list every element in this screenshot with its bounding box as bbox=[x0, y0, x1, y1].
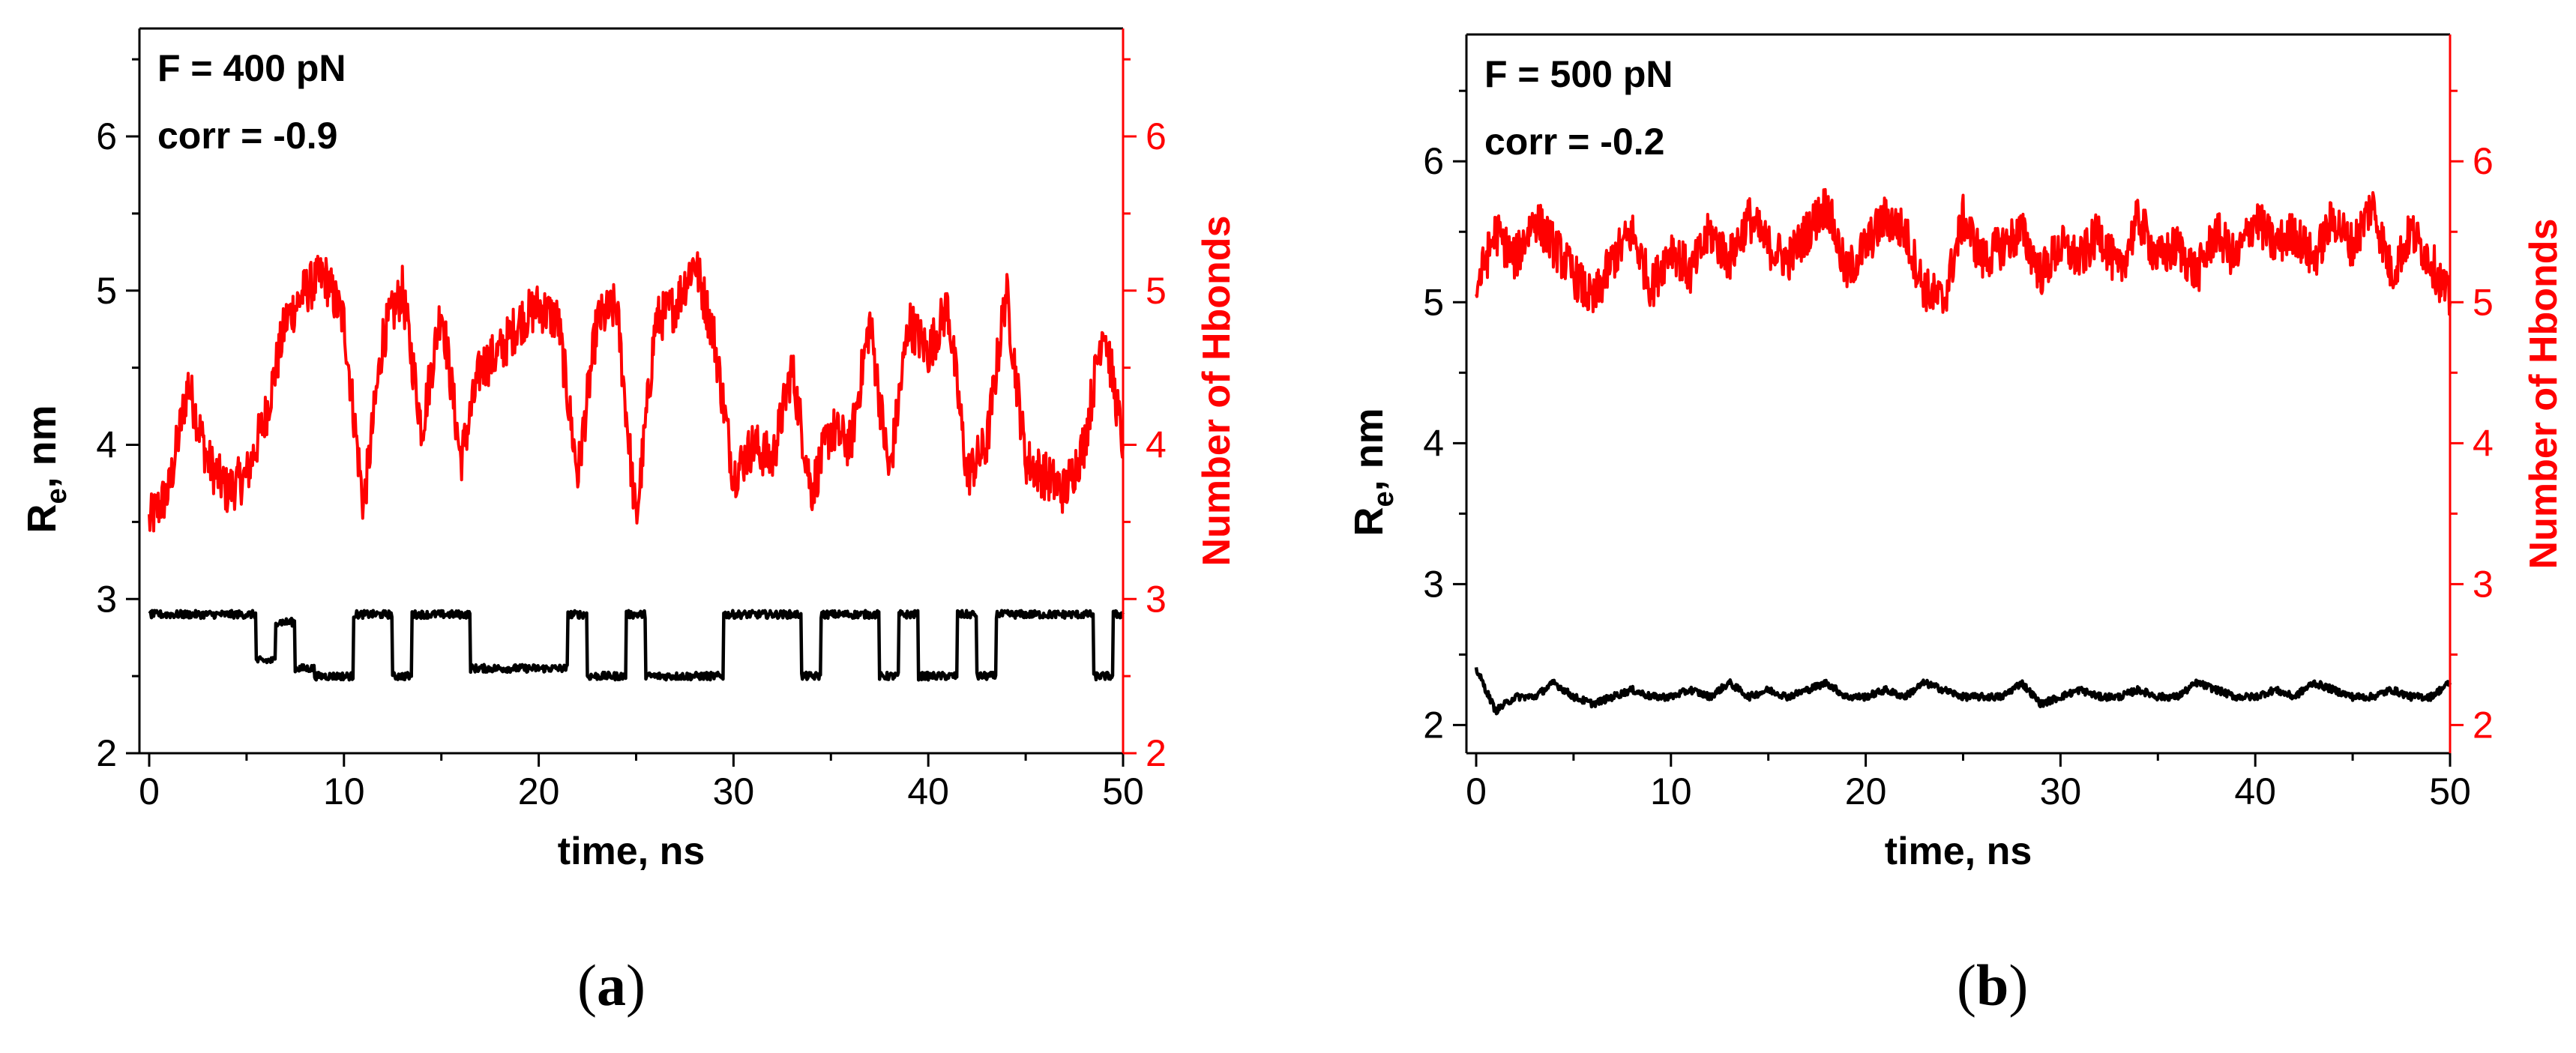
y-right-axis-label: Number of Hbonds bbox=[2522, 219, 2566, 570]
y-right-tick-label: 6 bbox=[1146, 115, 1167, 157]
y-left-tick-label: 3 bbox=[1423, 563, 1444, 605]
panel-label-b: (b) bbox=[1957, 953, 2029, 1018]
y-left-tick-label: 5 bbox=[96, 270, 117, 312]
annotation-text: corr = -0.9 bbox=[157, 115, 337, 157]
y-right-tick-label: 3 bbox=[1146, 578, 1167, 620]
y-right-tick-label: 5 bbox=[2473, 281, 2494, 323]
y-left-tick-label: 6 bbox=[1423, 140, 1444, 182]
y-left-tick-label: 6 bbox=[96, 115, 117, 157]
x-tick-label: 30 bbox=[2040, 770, 2082, 812]
y-left-tick-label: 4 bbox=[1423, 422, 1444, 464]
y-right-tick-label: 4 bbox=[1146, 424, 1167, 466]
y-right-tick-label: 6 bbox=[2473, 140, 2494, 182]
y-right-tick-label: 3 bbox=[2473, 563, 2494, 605]
x-tick-label: 20 bbox=[518, 770, 560, 812]
y-left-tick-label: 3 bbox=[96, 578, 117, 620]
re-series-line bbox=[148, 609, 1125, 682]
y-right-tick-label: 2 bbox=[1146, 732, 1167, 774]
y-left-tick-label: 2 bbox=[96, 732, 117, 774]
x-tick-label: 50 bbox=[1102, 770, 1144, 812]
re-series-line bbox=[1474, 667, 2452, 716]
y-left-axis-label: Re, nm bbox=[19, 405, 73, 533]
x-tick-label: 40 bbox=[907, 770, 949, 812]
annotation-text: F = 500 pN bbox=[1484, 53, 1673, 95]
annotation-text: corr = -0.2 bbox=[1484, 121, 1664, 163]
x-tick-label: 0 bbox=[1466, 770, 1487, 812]
annotation-text: F = 400 pN bbox=[157, 47, 346, 89]
y-left-tick-label: 2 bbox=[1423, 704, 1444, 746]
x-axis-label: time, ns bbox=[1885, 830, 2032, 873]
y-right-axis-label: Number of Hbonds bbox=[1195, 216, 1239, 567]
y-left-tick-label: 4 bbox=[96, 424, 117, 466]
y-left-axis-label: Re, nm bbox=[1346, 408, 1400, 536]
x-tick-label: 20 bbox=[1845, 770, 1887, 812]
y-right-tick-label: 2 bbox=[2473, 704, 2494, 746]
y-right-tick-label: 4 bbox=[2473, 422, 2494, 464]
y-right-tick-label: 5 bbox=[1146, 270, 1167, 312]
x-tick-label: 50 bbox=[2429, 770, 2471, 812]
x-tick-label: 30 bbox=[713, 770, 755, 812]
panel-label-a: (a) bbox=[577, 953, 645, 1018]
x-tick-label: 10 bbox=[1650, 770, 1692, 812]
hbonds-series-line bbox=[1475, 187, 2452, 316]
x-tick-label: 10 bbox=[323, 770, 365, 812]
x-tick-label: 40 bbox=[2234, 770, 2276, 812]
x-tick-label: 0 bbox=[139, 770, 160, 812]
x-axis-label: time, ns bbox=[558, 830, 705, 873]
y-left-tick-label: 5 bbox=[1423, 281, 1444, 323]
hbonds-series-line bbox=[148, 251, 1125, 533]
